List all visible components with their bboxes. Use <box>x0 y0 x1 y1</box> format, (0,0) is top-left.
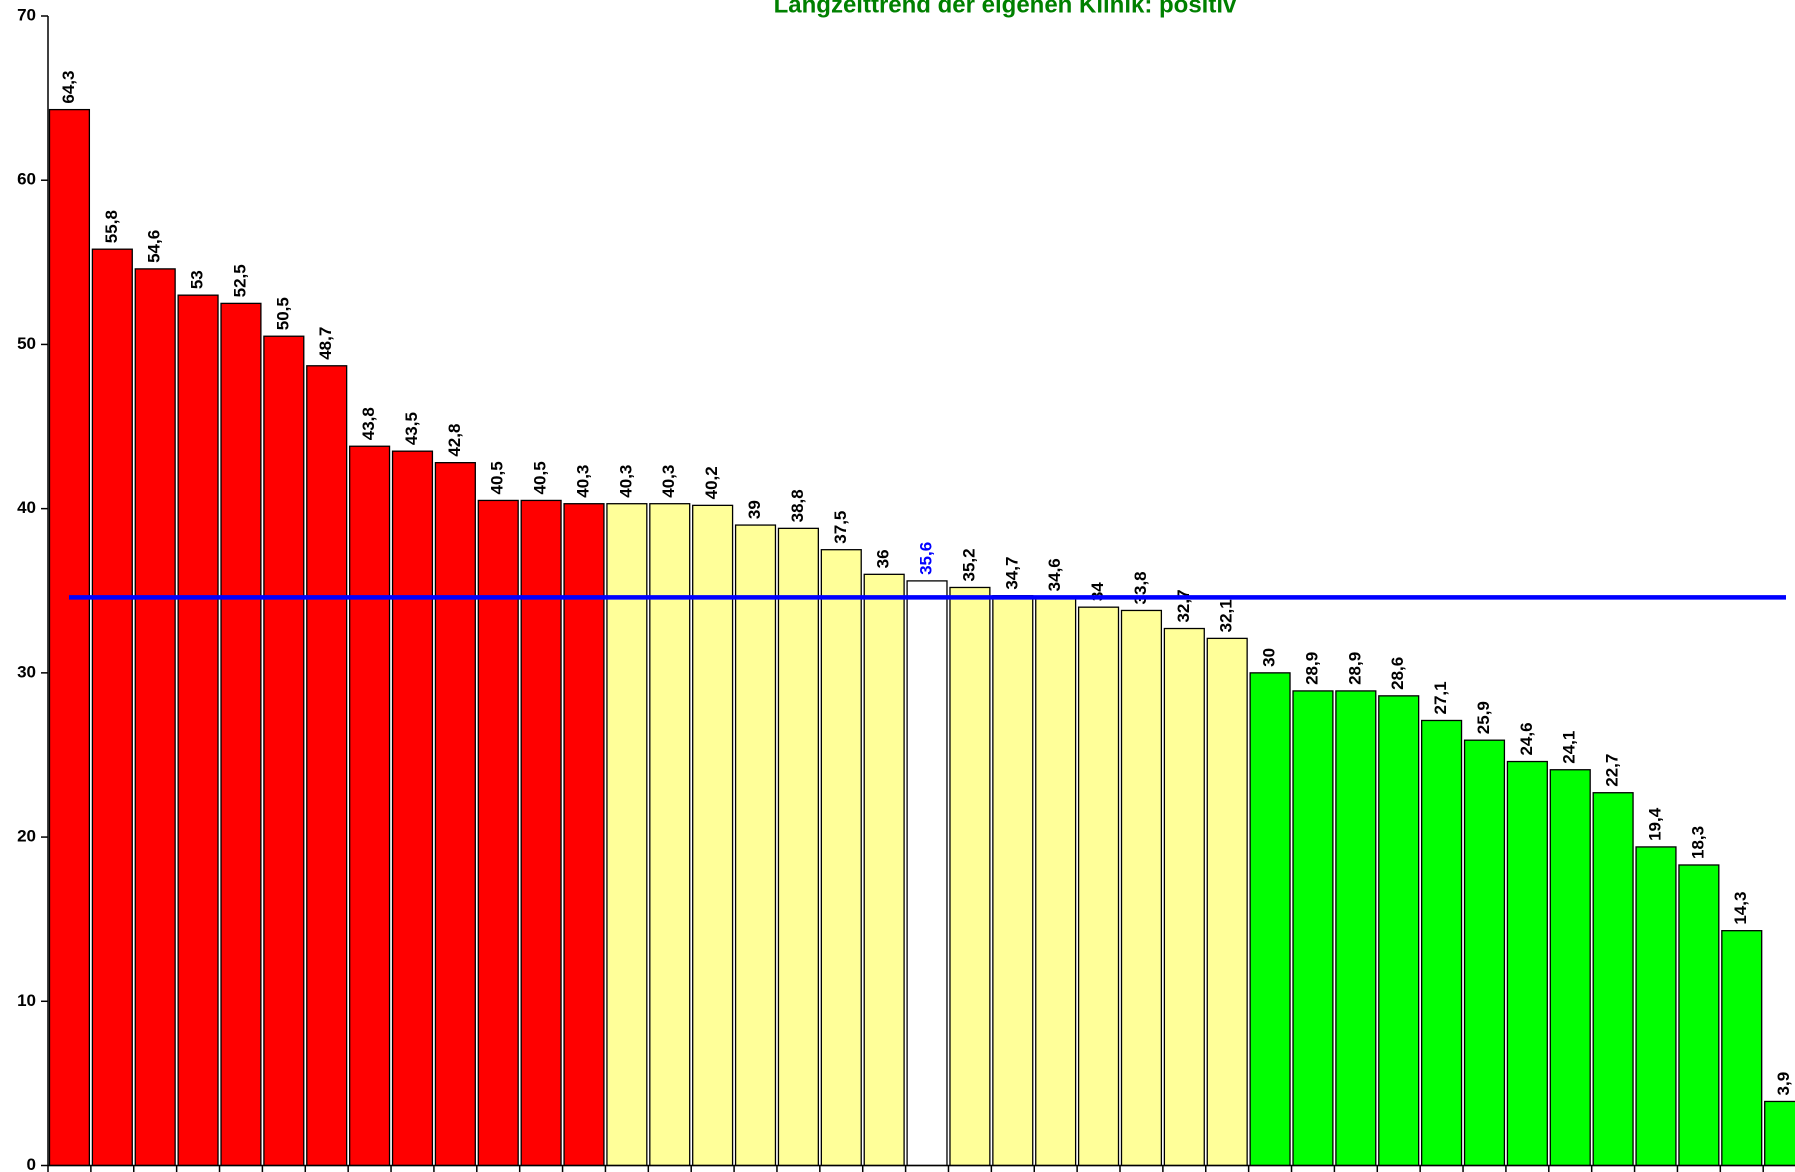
bar <box>1463 739 1506 1167</box>
value-label: 32,1 <box>1217 599 1236 632</box>
bar <box>177 294 219 1167</box>
bar <box>1635 846 1677 1167</box>
bar <box>391 450 434 1167</box>
value-label: 48,7 <box>316 327 335 360</box>
bar <box>1678 864 1720 1167</box>
bar <box>1163 627 1205 1167</box>
bar <box>692 504 734 1167</box>
bar <box>992 595 1034 1167</box>
bar <box>306 365 348 1167</box>
value-label: 27,1 <box>1431 681 1450 714</box>
bar <box>1077 606 1120 1167</box>
value-label: 22,7 <box>1603 754 1622 787</box>
bar <box>220 302 262 1167</box>
y-tick-label: 70 <box>17 5 36 24</box>
bar <box>906 580 948 1167</box>
bar <box>734 524 777 1167</box>
value-label: 42,8 <box>445 424 464 457</box>
bar <box>820 549 862 1167</box>
bar <box>1592 792 1634 1167</box>
bar <box>349 445 391 1167</box>
bar <box>949 586 991 1167</box>
value-label: 40,2 <box>702 466 721 499</box>
y-tick-label: 10 <box>17 991 36 1010</box>
bar <box>1721 930 1763 1167</box>
bar <box>1035 596 1077 1167</box>
bar <box>263 335 305 1167</box>
y-tick-label: 60 <box>17 170 36 189</box>
value-label: 54,6 <box>145 230 164 263</box>
bar <box>649 503 691 1167</box>
value-label: 32,7 <box>1174 589 1193 622</box>
value-label: 37,5 <box>831 511 850 544</box>
bar <box>1421 719 1463 1167</box>
value-label: 40,3 <box>659 465 678 498</box>
bar <box>1764 1100 1795 1167</box>
value-label: 18,3 <box>1688 826 1707 859</box>
value-label: 35,2 <box>959 548 978 581</box>
bar <box>134 268 176 1167</box>
value-label: 55,8 <box>102 210 121 243</box>
bar <box>1378 695 1420 1167</box>
bar <box>1292 690 1334 1167</box>
value-label: 43,5 <box>402 412 421 445</box>
value-label: 24,6 <box>1517 722 1536 755</box>
y-tick-label: 20 <box>17 827 36 846</box>
value-label: 28,9 <box>1345 652 1364 685</box>
value-label: 38,8 <box>788 489 807 522</box>
value-label: 24,1 <box>1560 731 1579 764</box>
bar <box>1335 690 1377 1167</box>
value-label: 34,7 <box>1002 557 1021 590</box>
value-label: 53 <box>188 270 207 289</box>
bar <box>606 503 648 1167</box>
value-label: 43,8 <box>359 407 378 440</box>
bar <box>863 573 905 1167</box>
value-label: 30 <box>1260 648 1279 667</box>
value-label: 3,9 <box>1774 1072 1793 1096</box>
bar <box>520 499 562 1167</box>
value-label: 40,5 <box>488 461 507 494</box>
bar <box>1120 609 1163 1167</box>
value-label: 40,3 <box>573 465 592 498</box>
y-tick-label: 30 <box>17 662 36 681</box>
value-label: 39 <box>745 500 764 519</box>
value-label: 35,6 <box>917 542 936 575</box>
bar <box>777 527 819 1167</box>
bar <box>1249 672 1291 1167</box>
y-tick-label: 40 <box>17 498 36 517</box>
value-label: 52,5 <box>230 264 249 297</box>
bar <box>434 462 476 1167</box>
value-label: 40,3 <box>616 465 635 498</box>
value-label: 28,6 <box>1388 657 1407 690</box>
value-label: 40,5 <box>531 461 550 494</box>
value-label: 25,9 <box>1474 701 1493 734</box>
bar <box>48 108 91 1167</box>
bar <box>477 499 519 1167</box>
value-label: 50,5 <box>273 297 292 330</box>
value-label: 36 <box>874 549 893 568</box>
value-label: 64,3 <box>59 71 78 104</box>
value-label: 28,9 <box>1302 652 1321 685</box>
bar <box>1549 769 1591 1167</box>
y-tick-label: 0 <box>27 1155 36 1172</box>
bar <box>563 503 605 1167</box>
bar <box>1206 637 1248 1167</box>
value-label: 19,4 <box>1645 807 1664 841</box>
value-label: 34,6 <box>1045 558 1064 591</box>
bar <box>1506 760 1548 1167</box>
bar <box>91 248 133 1167</box>
value-label: 14,3 <box>1731 892 1750 925</box>
y-tick-label: 50 <box>17 334 36 353</box>
chart-title: Langzeittrend der eigenen Klinik: positi… <box>774 0 1237 18</box>
